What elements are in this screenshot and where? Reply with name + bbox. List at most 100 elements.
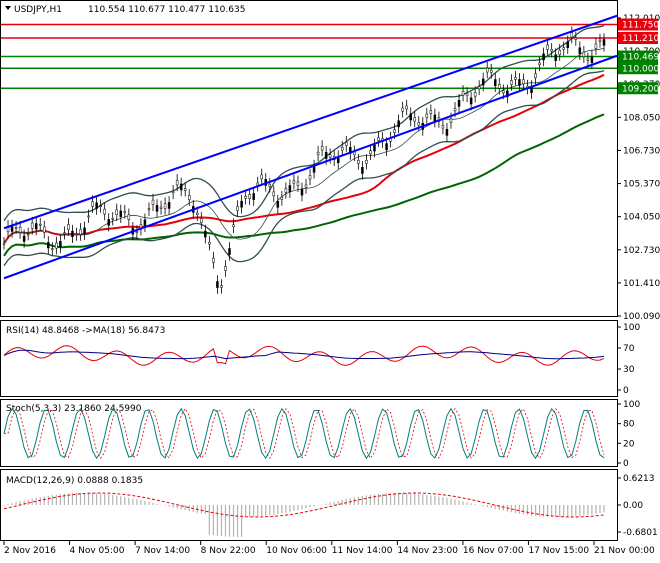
macd-bar [56,495,57,505]
candle-body [19,227,21,232]
candle-body [257,183,259,185]
macd-bar [209,505,210,535]
level-tag-text: 110.000 [622,64,659,74]
macd-bar [342,500,343,505]
level-tag-text: 110.469 [622,53,659,63]
macd-bar [289,505,290,512]
macd-bar [285,505,286,513]
candle-body [289,186,291,192]
price-tick-label: 102.730 [623,246,660,256]
candle-body [39,224,41,225]
macd-bar [450,499,451,505]
rsi-tick-label: 30 [623,365,635,375]
macd-bar [334,502,335,505]
candle-body [325,152,327,158]
macd-bar [173,505,174,508]
macd-bar [406,493,407,505]
level-tag-text: 109.200 [622,84,659,94]
macd-bar [144,501,145,505]
macd-bar [305,505,306,508]
macd-bar [583,505,584,515]
candle-body [180,184,182,190]
macd-tick-label: 0.6213 [623,474,655,484]
candle-body [172,191,174,192]
ma-red-line [4,75,604,244]
macd-bar [503,505,504,511]
candle-body [478,87,480,89]
horizontal-levels[interactable] [1,25,617,89]
macd-bar [205,505,206,514]
macd-bar [442,497,443,505]
macd-bar [515,505,516,513]
candle-body [313,166,315,172]
macd-bar [297,505,298,510]
candle-body [414,118,416,121]
macd-bar [88,493,89,505]
macd-bar [366,495,367,505]
macd-bar [152,503,153,505]
macd-bar [249,505,250,517]
candle-body [502,91,504,93]
candle-body [482,79,484,85]
candle-body [269,184,271,186]
macd-bar [116,496,117,505]
macd-bar [539,505,540,516]
candle-body [522,80,524,84]
macd-bar [430,495,431,505]
candle-body [71,231,73,237]
candle-body [245,196,247,198]
time-tick-label: 7 Nov 14:00 [135,546,190,556]
macd-bar [567,505,568,517]
collapse-triangle-icon[interactable] [5,6,11,10]
trend-channel[interactable] [4,16,617,279]
candle-body [514,77,516,79]
macd-bar [454,500,455,505]
channel-lower-line [4,56,617,279]
macd-bar [402,493,403,505]
candle-body [369,151,371,154]
macd-bar [471,503,472,505]
candle-body [124,211,126,212]
candle-body [120,211,122,217]
macd-bar [3,505,4,506]
macd-bar [426,495,427,505]
rsi-title: RSI(14) 48.8468 ->MA(18) 56.8473 [6,326,165,336]
candle-body [104,209,106,214]
candle-body [595,44,597,49]
macd-bar [233,505,234,537]
macd-bar [527,505,528,515]
candle-body [490,70,492,72]
candle-body [92,202,94,207]
candle-body [357,160,359,163]
candle-body [293,181,295,183]
bollinger-middle [4,48,604,243]
candle-body [442,125,444,128]
macd-title: MACD(12,26,9) 0.0888 0.1835 [6,476,143,486]
candle-body [160,207,162,208]
candle-body [458,100,460,106]
candle-body [474,92,476,96]
candle-body [301,189,303,195]
macd-bar [293,505,294,511]
macd-bar [414,494,415,505]
candle-body [462,91,464,95]
macd-bar [309,505,310,507]
macd-bar [237,505,238,537]
ma-green-line [4,114,604,256]
candle-body [31,223,33,228]
candle-body [59,241,61,247]
candle-body [539,63,541,65]
candle-body [112,218,114,219]
time-tick-label: 17 Nov 15:00 [528,546,589,556]
candle-body [559,50,561,54]
candle-body [410,114,412,120]
candle-body [386,144,388,150]
macd-tick-label: 0.00 [623,501,643,511]
macd-bar [495,505,496,509]
macd-bar [422,494,423,505]
candle-body [80,229,82,234]
candle-body [108,219,110,225]
stoch-tick-label: 100 [623,400,640,410]
